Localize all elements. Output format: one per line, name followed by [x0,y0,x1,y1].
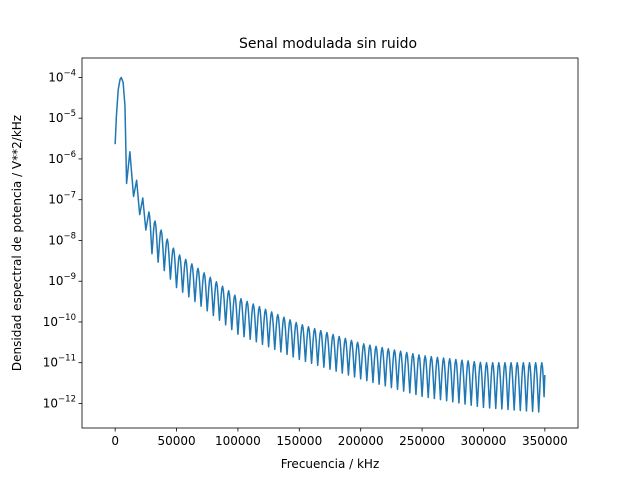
y-tick-exponent: −5 [63,109,76,119]
y-tick-label: 10−6 [48,150,76,166]
x-tick-label: 250000 [399,434,445,448]
y-tick-mantissa: 10 [48,152,63,166]
x-axis-label: Frecuencia / kHz [281,457,380,471]
y-tick-mantissa: 10 [48,111,63,125]
y-tick-mantissa: 10 [48,233,63,247]
y-tick-exponent: −4 [63,68,76,78]
y-tick-exponent: −11 [58,354,76,364]
x-tick-label: 300000 [461,434,507,448]
plot-layer [114,76,546,413]
y-tick-exponent: −8 [63,231,76,241]
y-tick-mantissa: 10 [48,70,63,84]
y-tick-mantissa: 10 [43,356,58,370]
y-tick-mantissa: 10 [48,274,63,288]
y-tick-exponent: −6 [63,150,76,160]
y-tick-exponent: −10 [58,313,76,323]
y-tick-exponent: −12 [58,394,76,404]
chart-title: Senal modulada sin ruido [239,36,417,52]
y-axis-label: Densidad espectral de potencia / V**2/kH… [10,115,24,371]
y-tick-label: 10−9 [48,272,76,288]
y-tick-mantissa: 10 [43,396,58,410]
x-axis-ticks: 0 50000 100000 150000 200000 250000 300000 3500… [111,428,568,448]
x-tick-label: 0 [111,434,119,448]
psd-series-line [114,76,546,413]
y-tick-mantissa: 10 [48,193,63,207]
y-tick-label: 10−7 [48,191,76,207]
y-tick-mantissa: 10 [43,315,58,329]
y-tick-label: 10−8 [48,231,76,247]
y-tick-exponent: −7 [63,191,76,201]
axes-frame [81,57,579,429]
x-tick-label: 50000 [157,434,195,448]
x-tick-label: 150000 [276,434,322,448]
x-tick-label: 100000 [215,434,261,448]
y-tick-label: 10−11 [43,354,76,370]
x-tick-label: 200000 [338,434,384,448]
y-tick-label: 10−5 [48,109,76,125]
y-tick-label: 10−4 [48,68,76,84]
y-tick-exponent: −9 [63,272,76,282]
y-tick-label: 10−12 [43,394,76,410]
x-tick-label: 350000 [522,434,568,448]
y-tick-label: 10−10 [43,313,76,329]
